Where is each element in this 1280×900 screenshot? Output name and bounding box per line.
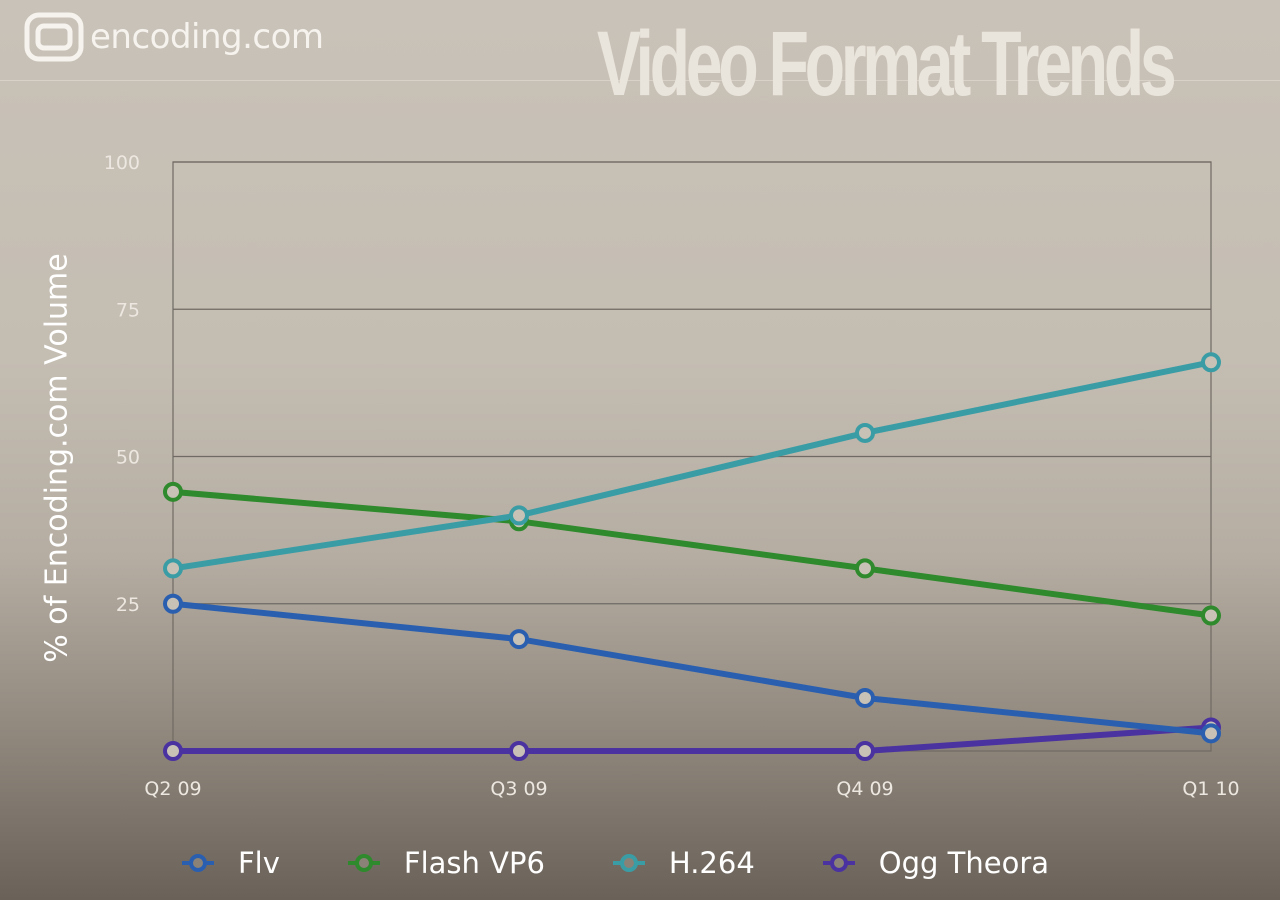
series-line-flv (170, 600, 1214, 737)
data-point-h-264 (1201, 352, 1221, 373)
data-point-flv (163, 593, 183, 614)
chart-legend: Flv Flash VP6 H.264 Ogg Theora (180, 846, 1115, 880)
brand-logo-text: encoding.com (90, 17, 324, 57)
y-tick-label: 25 (116, 594, 140, 616)
data-point-flash-vp6 (1201, 605, 1221, 626)
data-point-ogg-theora (509, 741, 529, 761)
legend-swatch-icon (822, 854, 855, 872)
legend-item: H.264 (611, 846, 755, 880)
y-tick-label: 50 (116, 447, 140, 469)
x-tick-label: Q4 09 (836, 778, 893, 800)
series-line-ogg-theora (170, 724, 1214, 754)
data-point-h-264 (163, 558, 183, 579)
series-line-h-264 (170, 359, 1214, 572)
legend-item: Flash VP6 (346, 846, 545, 880)
data-point-flv (509, 629, 529, 650)
data-point-ogg-theora (163, 741, 183, 761)
data-point-flash-vp6 (855, 558, 875, 579)
legend-item: Ogg Theora (821, 846, 1049, 880)
legend-label: Ogg Theora (878, 846, 1050, 880)
legend-label: Flash VP6 (403, 846, 545, 880)
x-tick-label: Q1 10 (1182, 778, 1239, 800)
x-tick-label: Q3 09 (490, 778, 547, 800)
data-point-flash-vp6 (163, 481, 183, 502)
data-point-flv (1201, 723, 1221, 744)
y-tick-label: 75 (116, 299, 140, 321)
data-point-h-264 (855, 422, 875, 443)
chart-title: Video Format Trends (596, 13, 1176, 115)
legend-label: Flv (238, 846, 280, 880)
series-line-flash-vp6 (170, 488, 1214, 619)
data-point-flv (855, 687, 875, 708)
data-point-ogg-theora (855, 741, 875, 761)
legend-swatch-icon (182, 854, 214, 872)
encoding-logo-icon (24, 12, 84, 62)
y-tick-label: 100 (104, 152, 140, 174)
legend-label: H.264 (668, 846, 755, 880)
legend-item: Flv (180, 846, 280, 880)
x-tick-label: Q2 09 (144, 778, 201, 800)
legend-swatch-icon (347, 854, 380, 872)
data-point-h-264 (509, 505, 529, 526)
legend-swatch-icon (612, 854, 645, 872)
header-band (0, 0, 1280, 81)
brand-logo: encoding.com (24, 12, 324, 62)
